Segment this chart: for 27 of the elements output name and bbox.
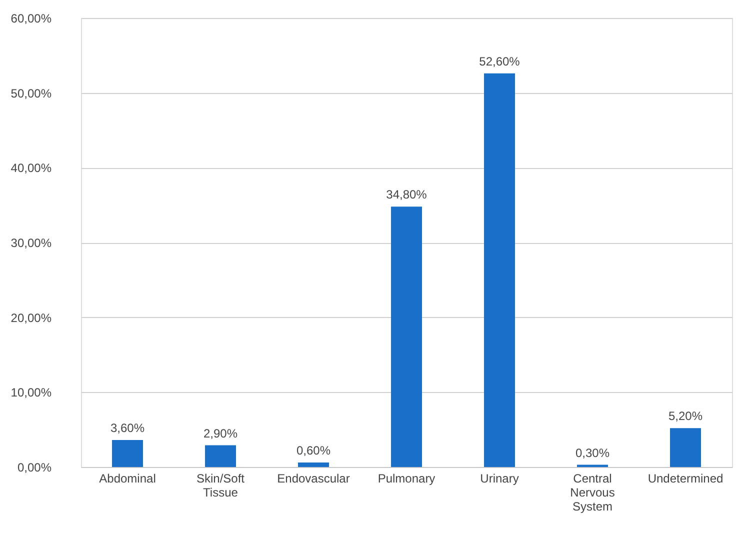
x-tick-label: Abdominal (99, 472, 156, 486)
bar (670, 428, 701, 467)
y-tick-label: 30,00% (10, 236, 52, 250)
data-label: 0,60% (296, 444, 331, 458)
x-tick-label: Undetermined (648, 472, 724, 486)
y-tick-label: 20,00% (10, 310, 52, 325)
data-label: 5,20% (668, 409, 703, 424)
y-tick-label: 60,00% (10, 12, 52, 26)
data-label: 52,60% (479, 54, 520, 68)
x-tick-label: Endovascular (277, 472, 350, 486)
x-tick-label: Central Nervous System (570, 472, 615, 514)
y-tick-label: 10,00% (10, 386, 52, 400)
y-tick-label: 50,00% (10, 86, 52, 100)
bar (484, 73, 515, 467)
data-label: 2,90% (203, 426, 238, 440)
y-tick-label: 40,00% (10, 161, 52, 176)
x-tick-label: Pulmonary (378, 472, 436, 486)
data-label: 3,60% (110, 421, 145, 436)
x-tick-label: Urinary (480, 472, 519, 486)
bar (205, 445, 236, 467)
x-tick-label: Skin/Soft Tissue (196, 472, 246, 500)
bar (298, 462, 329, 467)
data-label: 34,80% (386, 188, 428, 202)
bar (391, 206, 422, 467)
y-tick-label: 0,00% (17, 460, 52, 474)
bar (112, 440, 143, 467)
data-label: 0,30% (575, 446, 610, 460)
